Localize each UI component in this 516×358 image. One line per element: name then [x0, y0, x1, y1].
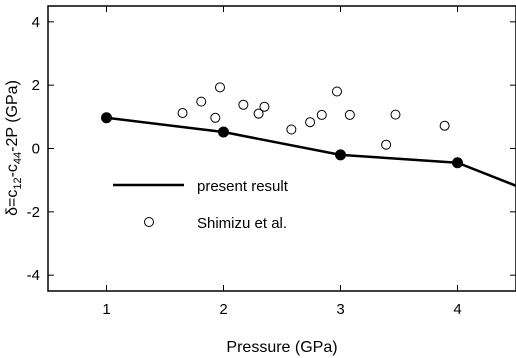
x-axis-label: Pressure (GPa)	[226, 339, 337, 356]
data-point-present-result	[218, 126, 229, 138]
series-line-present-result	[106, 116, 516, 188]
plot-frame	[47, 5, 516, 292]
y-axis-label-part: δ=c	[4, 190, 21, 216]
data-point-shimizu	[286, 124, 297, 135]
data-point-shimizu	[344, 109, 355, 120]
y-axis-label-subscript: 12	[12, 177, 24, 189]
data-point-shimizu	[253, 108, 264, 119]
data-point-shimizu	[238, 99, 249, 110]
x-tick-label: 4	[453, 301, 461, 318]
data-point-shimizu	[316, 109, 327, 120]
data-point-shimizu	[196, 96, 207, 107]
data-point-shimizu	[381, 139, 392, 150]
x-tick-label: 2	[219, 301, 227, 318]
legend-label-present-result: present result	[197, 178, 289, 195]
data-point-shimizu	[331, 86, 342, 97]
x-axis-ticks: 1 2 3 4	[102, 6, 462, 318]
data-point-present-result	[335, 149, 346, 161]
data-point-shimizu	[439, 120, 450, 131]
y-axis-label-subscript: 44	[12, 152, 24, 164]
series-layer	[101, 82, 516, 188]
y-tick-label: 2	[32, 77, 40, 94]
y-tick-label: -4	[27, 267, 40, 284]
data-point-shimizu	[177, 108, 188, 119]
legend-label-shimizu: Shimizu et al.	[197, 215, 287, 232]
x-tick-label: 3	[336, 301, 344, 318]
legend-marker-shimizu	[144, 217, 154, 227]
data-point-shimizu	[210, 112, 221, 123]
y-axis-label: δ=c12-c44-2P (GPa)	[4, 80, 24, 216]
y-tick-label: 4	[32, 14, 40, 31]
y-axis-label-part: -2P (GPa)	[4, 80, 21, 152]
data-point-present-result	[101, 112, 112, 124]
x-tick-label: 1	[102, 301, 110, 318]
data-point-shimizu	[390, 109, 401, 120]
y-axis-ticks: -4 -2 0 2 4	[27, 14, 516, 284]
data-point-present-result	[452, 157, 463, 169]
data-point-shimizu	[305, 117, 316, 128]
y-tick-label: -2	[27, 204, 40, 221]
legend: present result Shimizu et al.	[113, 178, 289, 232]
y-tick-label: 0	[32, 141, 40, 158]
data-point-shimizu	[214, 82, 225, 93]
data-point-shimizu	[259, 101, 270, 112]
y-axis-label-part: -c	[4, 164, 21, 177]
